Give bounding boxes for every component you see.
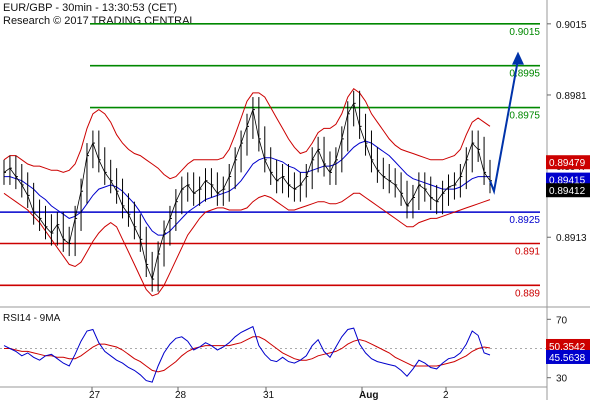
time-tick-label-3: Aug [359,390,378,400]
rsi-badge-label-0: 50.3542 [549,342,586,353]
time-tick-label-1: 28 [175,390,187,400]
rsi-tick-label-1: 30 [556,374,568,385]
level-label-1: 0.8995 [509,69,540,80]
price-tick-label-0: 0.9015 [556,20,587,31]
rsi-title: RSI14 - 9MA [3,313,61,324]
time-tick-label-4: 2 [443,390,449,400]
bollinger-lower-line [3,192,491,297]
rsi-line [3,325,491,383]
price-badge-0 [546,155,590,170]
rsi-ma-line [4,336,491,373]
chart-title: EUR/GBP - 30min - 13:30:53 (CET) [3,2,178,14]
time-tick-label-0: 27 [89,390,101,400]
rsi-badge-0 [546,338,590,353]
level-label-5: 0.889 [515,288,540,299]
level-label-3: 0.8925 [509,215,540,226]
projection-arrow-line [489,59,519,195]
price-badge-2 [546,183,590,198]
price-badge-label-1: 0.89415 [549,176,586,187]
bollinger-upper-line [3,88,491,180]
level-label-4: 0.891 [515,247,540,258]
price-tick-label-3: 0.8913 [556,233,587,244]
price-badge-label-2: 0.89412 [549,186,586,197]
projection-arrow-head [512,51,524,65]
moving-average-line [4,140,490,236]
rsi-badge-label-1: 45.5638 [549,353,586,364]
price-badge-1 [546,172,590,187]
price-tick-label-1: 0.8981 [556,91,587,102]
rsi-badge-1 [546,349,590,364]
price-line [3,102,491,281]
level-label-2: 0.8975 [509,111,540,122]
price-badge-label-0: 0.89479 [549,158,586,169]
rsi-tick-label-0: 70 [556,315,568,326]
time-tick-label-2: 31 [263,390,275,400]
level-label-0: 0.9015 [509,27,540,38]
